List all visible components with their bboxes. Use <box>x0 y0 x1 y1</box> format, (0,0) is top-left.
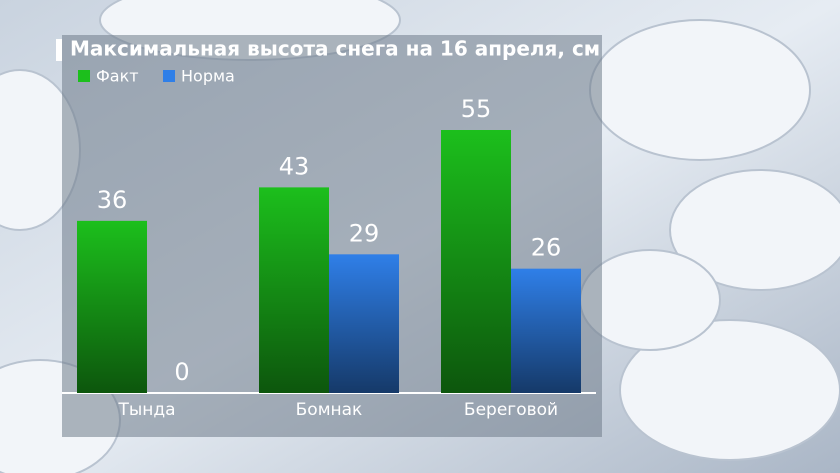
x-tick-label: Береговой <box>464 400 558 420</box>
chart-title: Максимальная высота снега на 16 апреля, … <box>70 37 600 61</box>
value-label: 55 <box>461 95 492 123</box>
title-marker <box>56 39 62 61</box>
bar-shade <box>511 268 581 393</box>
value-label: 0 <box>174 358 189 386</box>
bar-shade <box>329 254 399 393</box>
legend-swatch <box>163 70 175 82</box>
legend-label: Факт <box>96 67 139 86</box>
bar-shade <box>259 187 329 393</box>
bar-shade <box>441 130 511 393</box>
legend-swatch <box>78 70 90 82</box>
legend-label: Норма <box>181 67 235 86</box>
x-tick-label: Тында <box>117 400 175 420</box>
bar-shade <box>77 220 147 393</box>
value-label: 43 <box>279 152 310 180</box>
value-label: 36 <box>97 186 128 214</box>
value-label: 29 <box>349 219 380 247</box>
value-label: 26 <box>531 234 562 262</box>
x-tick-label: Бомнак <box>296 400 363 420</box>
